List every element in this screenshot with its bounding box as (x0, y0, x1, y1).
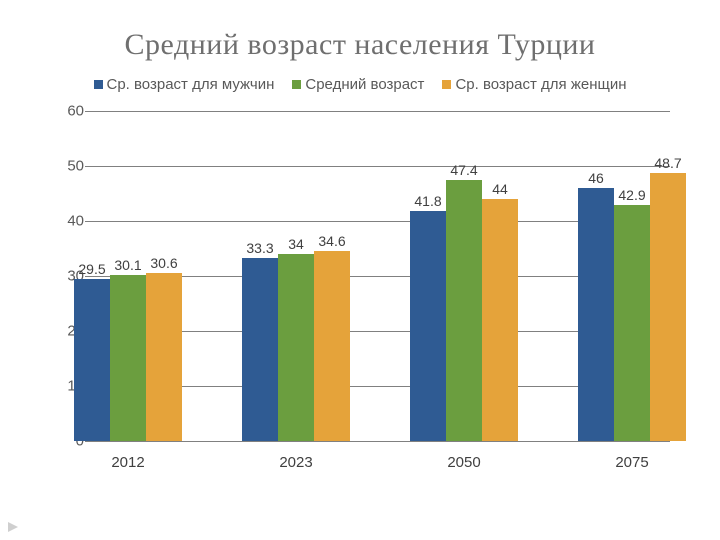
legend-label: Ср. возраст для мужчин (107, 76, 275, 93)
bar-group: 29.5 30.1 30.6 (74, 111, 182, 441)
y-tick-mark (85, 441, 90, 442)
bar-value-label: 34 (288, 236, 304, 252)
legend-item: Ср. возраст для женщин (442, 76, 626, 93)
bar: 34 (278, 111, 314, 441)
x-tick-label: 2023 (279, 454, 312, 471)
bar-rect (482, 199, 518, 441)
bar: 47.4 (446, 111, 482, 441)
bar-value-label: 30.1 (114, 257, 141, 273)
bar-group: 41.8 47.4 44 (410, 111, 518, 441)
bar-value-label: 46 (588, 170, 604, 186)
bar-value-label: 34.6 (318, 233, 345, 249)
legend-swatch (292, 80, 301, 89)
bar: 34.6 (314, 111, 350, 441)
chart-title: Средний возраст населения Турции (30, 28, 690, 62)
legend-swatch (94, 80, 103, 89)
bar-value-label: 33.3 (246, 240, 273, 256)
bar-value-label: 44 (492, 181, 508, 197)
bar: 41.8 (410, 111, 446, 441)
bar-rect (146, 273, 182, 441)
bar-group: 46 42.9 48.7 (578, 111, 686, 441)
bar: 29.5 (74, 111, 110, 441)
bar-value-label: 47.4 (450, 162, 477, 178)
bar-rect (410, 211, 446, 441)
bar-rect (650, 173, 686, 441)
bar-value-label: 48.7 (654, 155, 681, 171)
bar-value-label: 42.9 (618, 187, 645, 203)
bar-rect (278, 254, 314, 441)
bar-group: 33.3 34 34.6 (242, 111, 350, 441)
bar-rect (614, 205, 650, 441)
legend: Ср. возраст для мужчин Средний возраст Ср.… (30, 76, 690, 93)
bar: 30.1 (110, 111, 146, 441)
x-tick-label: 2050 (447, 454, 480, 471)
bar-value-label: 29.5 (78, 261, 105, 277)
bar: 33.3 (242, 111, 278, 441)
plot: 010203040506029.530.130.633.33434.641.84… (90, 111, 670, 442)
bar: 42.9 (614, 111, 650, 441)
bar-rect (110, 275, 146, 441)
legend-label: Средний возраст (305, 76, 424, 93)
bar: 46 (578, 111, 614, 441)
legend-swatch (442, 80, 451, 89)
slide-marker-icon (6, 520, 20, 534)
slide: Средний возраст населения Турции Ср. воз… (0, 0, 720, 540)
x-tick-label: 2012 (111, 454, 144, 471)
bar: 48.7 (650, 111, 686, 441)
legend-item: Средний возраст (292, 76, 424, 93)
bar-value-label: 41.8 (414, 193, 441, 209)
bar: 44 (482, 111, 518, 441)
bar-value-label: 30.6 (150, 255, 177, 271)
bar-rect (74, 279, 110, 441)
bar-rect (446, 180, 482, 441)
legend-item: Ср. возраст для мужчин (94, 76, 275, 93)
bar-rect (578, 188, 614, 441)
bar-rect (242, 258, 278, 441)
x-tick-label: 2075 (615, 454, 648, 471)
legend-label: Ср. возраст для женщин (455, 76, 626, 93)
bar-rect (314, 251, 350, 441)
bar: 30.6 (146, 111, 182, 441)
chart-area: 010203040506029.530.130.633.33434.641.84… (90, 111, 670, 471)
